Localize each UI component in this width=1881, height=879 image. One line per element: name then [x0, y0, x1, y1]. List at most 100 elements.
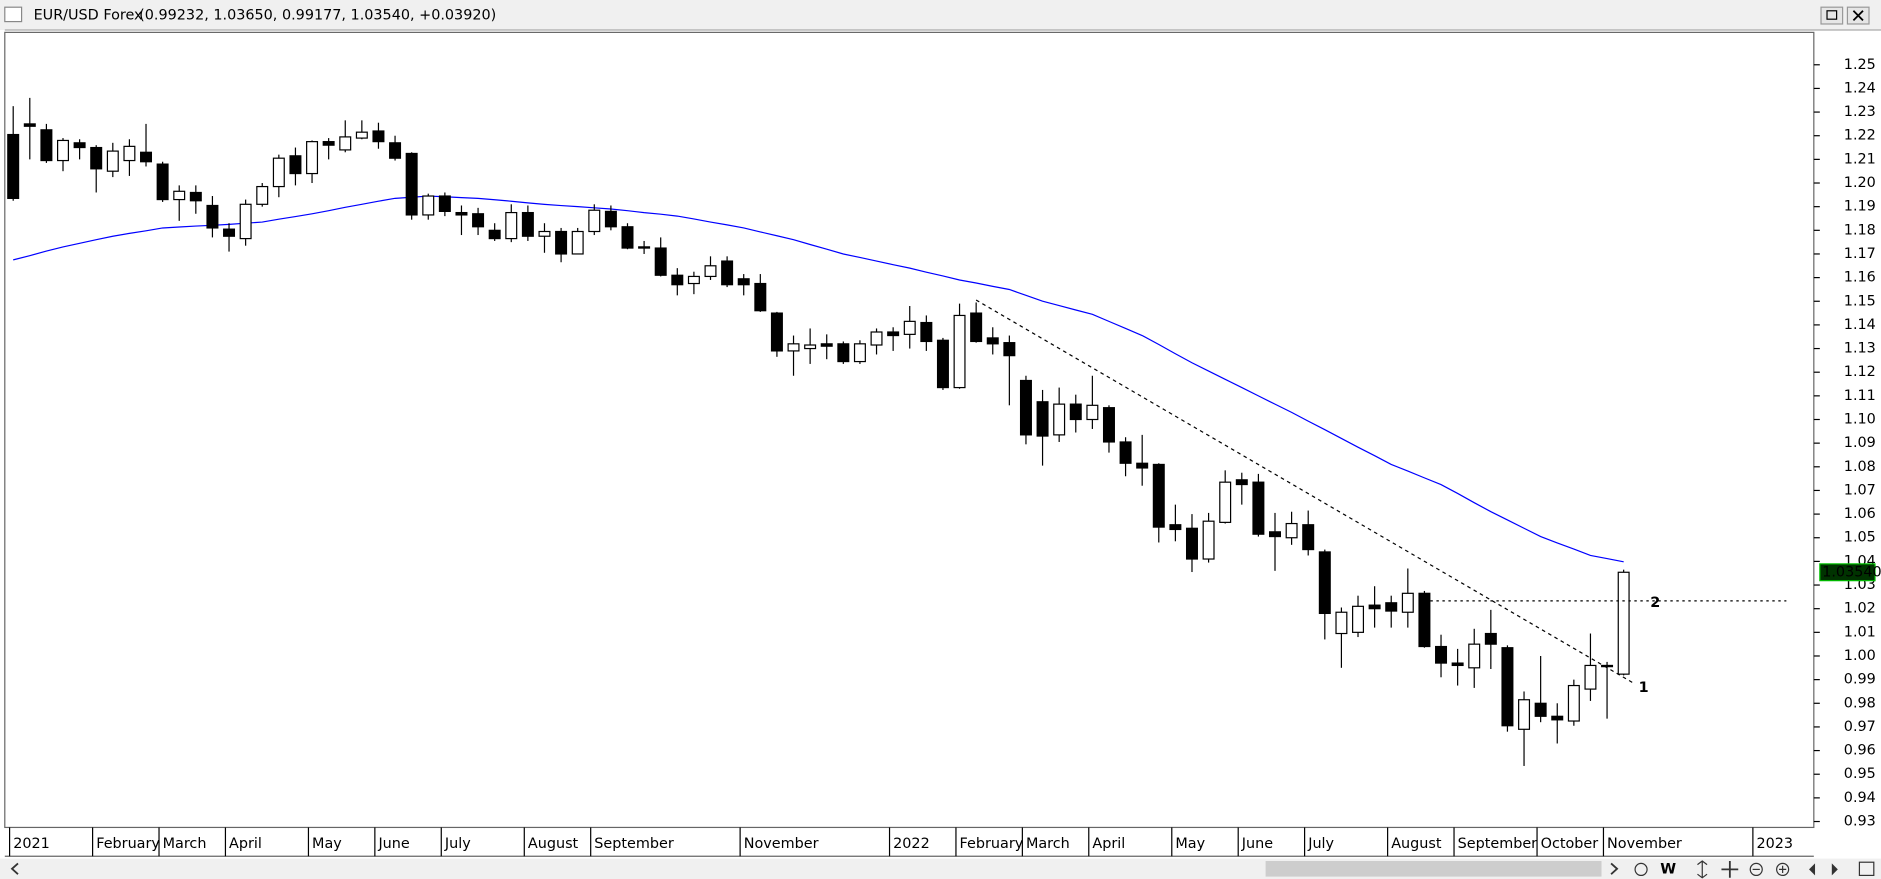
x-tick-label: August: [528, 836, 579, 852]
x-tick-label: September: [594, 836, 674, 852]
candle-body: [1451, 662, 1464, 667]
candle-body: [1003, 342, 1016, 357]
y-tick-label: 1.19: [1844, 199, 1876, 215]
close-icon: [1852, 10, 1864, 22]
y-tick-label: 1.22: [1844, 128, 1876, 144]
candle-body: [1086, 404, 1099, 421]
candle-body: [1036, 401, 1049, 437]
restore-icon: [1826, 10, 1838, 20]
refresh-icon[interactable]: [1634, 862, 1648, 877]
y-tick-label: 1.10: [1844, 412, 1876, 428]
candle-body: [770, 312, 783, 352]
candle-body: [1501, 647, 1514, 727]
zoom-label[interactable]: W: [1660, 861, 1676, 877]
candle-body: [571, 230, 584, 255]
candle-body: [1584, 664, 1597, 690]
trend-line: [975, 299, 1634, 684]
y-tick-label: 1.01: [1844, 624, 1876, 640]
candle-body: [1385, 602, 1398, 612]
y-tick-label: 1.23: [1844, 104, 1876, 120]
restore-button[interactable]: [1820, 6, 1844, 25]
title-bar: [0, 0, 1881, 30]
candle-body: [853, 343, 866, 363]
candle-body: [604, 210, 617, 228]
candle-body: [322, 141, 335, 146]
candle-body: [355, 131, 368, 139]
y-tick-label: 0.93: [1844, 814, 1876, 830]
x-tick-label: 2021: [13, 836, 50, 852]
pan-icon[interactable]: [1721, 861, 1739, 878]
scroll-left[interactable]: [10, 862, 19, 875]
y-tick-label: 0.97: [1844, 719, 1876, 735]
x-tick-label: 2023: [1756, 836, 1793, 852]
step-left[interactable]: [1809, 863, 1816, 876]
candle-body: [1302, 524, 1315, 551]
last-price-box: [1819, 563, 1876, 582]
candle-body: [289, 155, 302, 175]
x-tick-label: April: [229, 836, 262, 852]
candle-body: [1102, 407, 1115, 443]
candle-body: [1468, 643, 1481, 669]
y-tick-label: 1.02: [1844, 601, 1876, 617]
candle-body: [156, 163, 169, 201]
y-tick-label: 1.11: [1844, 388, 1876, 404]
candle-body: [887, 331, 900, 337]
candle-body: [953, 314, 966, 389]
candle-body: [1152, 463, 1165, 528]
x-tick-label: November: [1607, 836, 1682, 852]
y-tick-label: 0.94: [1844, 790, 1876, 806]
x-tick-label: April: [1092, 836, 1125, 852]
candle-body: [1435, 645, 1448, 664]
x-tick-label: July: [1307, 836, 1334, 852]
candle-body: [256, 185, 269, 205]
candle-body: [206, 204, 219, 229]
zoom-out-icon[interactable]: [1749, 862, 1763, 877]
annotation: 2: [1650, 595, 1660, 611]
candle-body: [820, 343, 833, 347]
candle-body: [1518, 699, 1531, 730]
candle-body: [638, 246, 651, 249]
y-tick-label: 1.17: [1844, 246, 1876, 262]
candle-body: [721, 260, 734, 286]
candle-body: [455, 211, 468, 216]
zoom-in-icon[interactable]: [1776, 862, 1790, 877]
candle-body: [1401, 592, 1414, 613]
chart-title: EUR/USD Forex: [34, 8, 143, 24]
candle-body: [754, 282, 767, 312]
candle-body: [1269, 531, 1281, 538]
candle-body: [389, 142, 402, 159]
panel-icon[interactable]: [1858, 861, 1875, 877]
plot-border: [4, 31, 1815, 829]
candle-body: [1551, 715, 1564, 721]
window-buttons[interactable]: [1820, 6, 1870, 25]
candle-body: [422, 195, 435, 216]
step-right[interactable]: [1831, 863, 1838, 876]
candle-body: [986, 337, 999, 345]
candle-body: [106, 150, 119, 172]
candle-body: [1053, 403, 1066, 436]
candle-body: [1318, 551, 1331, 615]
scroll-thumb[interactable]: [1265, 861, 1602, 877]
zoom-in-plus: [1779, 865, 1787, 874]
candle-body: [837, 343, 850, 363]
scroll-right[interactable]: [1610, 862, 1619, 875]
candle-body: [903, 320, 916, 335]
candle-body: [1169, 524, 1182, 531]
candle-body: [970, 312, 983, 343]
annotation: 1: [1639, 680, 1649, 696]
candle-body: [1235, 479, 1248, 486]
candle-body: [223, 228, 236, 237]
candle-body: [1069, 403, 1082, 421]
candle-body: [1219, 481, 1232, 523]
candle-body: [1617, 571, 1630, 675]
y-tick-label: 0.99: [1844, 672, 1876, 688]
y-tick-label: 1.09: [1844, 435, 1876, 451]
y-tick-label: 0.95: [1844, 766, 1876, 782]
candle-body: [306, 141, 319, 175]
candle-body: [140, 151, 153, 163]
vertical-zoom-icon[interactable]: [1697, 860, 1708, 879]
candle-body: [687, 275, 700, 285]
candle-body: [1484, 632, 1497, 645]
candle-body: [936, 339, 949, 389]
candle-body: [438, 195, 451, 212]
